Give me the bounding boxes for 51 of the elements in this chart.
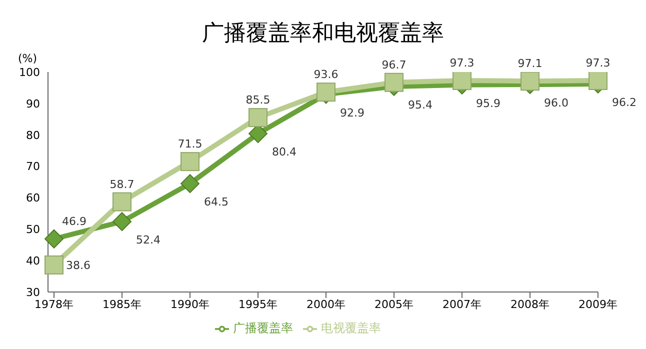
data-label: 95.4 [408,98,432,112]
y-tick-label: 30 [26,286,40,299]
point [112,212,132,232]
data-label: 92.9 [340,106,364,120]
point [180,174,200,194]
point [44,229,64,248]
y-tick-label: 50 [26,223,40,236]
point [452,72,472,90]
data-label: 52.4 [136,234,160,247]
data-label: 93.6 [314,68,338,82]
point [248,108,268,128]
y-axis-title: (%) [18,52,38,65]
legend-label: 电视覆盖率 [321,321,381,335]
chart-title: 广播覆盖率和电视覆盖率 [201,20,445,48]
point [44,255,64,274]
point [112,192,132,212]
data-label: 38.6 [66,258,90,272]
x-tick-label: 2005年 [374,298,414,311]
point [384,72,404,92]
legend-label: 广播覆盖率 [233,321,293,335]
y-tick-label: 40 [26,254,40,268]
data-label: 96.7 [382,58,406,72]
y-tick-label: 100 [19,66,40,79]
y-tick-label: 60 [26,192,40,205]
data-label: 97.3 [450,56,474,70]
point [588,72,608,90]
data-label: 96.0 [544,96,568,110]
data-label: 97.1 [518,57,542,70]
data-label: 64.5 [204,196,228,209]
x-tick-label: 1985年 [102,298,142,311]
x-tick-label: 1990年 [170,298,210,311]
point [520,72,540,91]
y-tick-label: 70 [26,160,40,174]
data-label: 95.9 [476,96,500,110]
x-tick-label: 2008年 [510,298,550,311]
data-label: 97.3 [586,56,610,70]
y-tick-label: 90 [26,97,40,110]
data-label: 46.9 [62,214,86,228]
data-label: 96.2 [612,96,636,109]
x-tick-label: 1978年 [34,298,74,311]
x-tick-label: 1995年 [238,298,278,311]
point [316,82,336,102]
x-tick-label: 2000年 [306,298,346,311]
y-tick-label: 80 [26,128,40,142]
data-label: 71.5 [178,138,202,151]
point [180,152,200,172]
data-label: 80.4 [272,146,296,159]
data-label: 58.7 [110,178,134,191]
x-tick-label: 2007年 [442,298,482,311]
x-tick-label: 2009年 [578,298,618,311]
data-label: 85.5 [246,94,270,107]
